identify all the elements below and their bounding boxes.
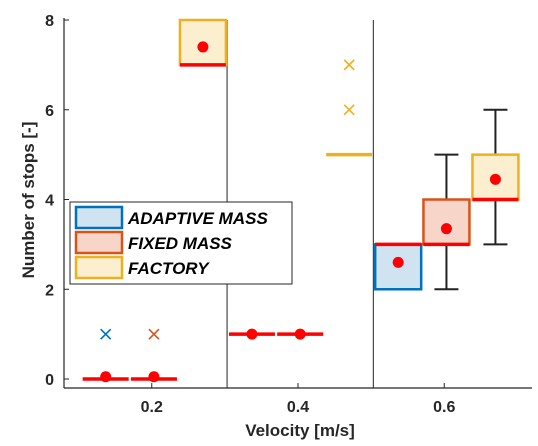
y-tick-label: 0: [45, 372, 54, 389]
box-layer: [82, 18, 520, 383]
legend-swatch: [74, 230, 124, 255]
box-fixed-mass: [422, 153, 471, 291]
x-axis-label: Velocity [m/s]: [245, 421, 355, 440]
x-tick-label: 0.4: [287, 399, 309, 416]
legend: ADAPTIVE MASS FIXED MASS FACTORY: [69, 201, 293, 285]
box-body: [422, 198, 471, 246]
mean-marker: [246, 328, 258, 340]
y-tick-label: 2: [45, 282, 54, 299]
y-tick-label: 8: [45, 13, 54, 30]
legend-swatch: [74, 255, 124, 280]
mean-marker: [440, 223, 452, 235]
box-factory: [326, 59, 373, 157]
legend-label: ADAPTIVE MASS: [127, 209, 268, 228]
x-tick-label: 0.2: [141, 399, 163, 416]
outlier-marker: [100, 328, 112, 340]
box-factory: [178, 18, 228, 67]
x-tick-label: 0.6: [433, 399, 455, 416]
mean-marker: [294, 328, 306, 340]
legend-label: FACTORY: [128, 259, 210, 278]
box-adaptive-mass: [373, 242, 423, 291]
legend-swatch: [74, 205, 124, 230]
y-axis-label: Number of stops [-]: [19, 122, 38, 279]
box-adaptive-mass: [228, 328, 275, 340]
outlier-marker: [343, 59, 355, 71]
mean-marker: [148, 371, 160, 383]
outlier-marker: [148, 328, 160, 340]
box-factory: [471, 108, 520, 246]
y-tick-label: 4: [45, 193, 54, 210]
outlier-marker: [343, 104, 355, 116]
mean-marker: [392, 256, 404, 268]
box-adaptive-mass: [82, 328, 129, 383]
y-tick-label: 6: [45, 103, 54, 120]
legend-label: FIXED MASS: [128, 234, 233, 253]
box-fixed-mass: [130, 328, 177, 383]
box-fixed-mass: [277, 328, 324, 340]
axes-layer: 0 2 4 6 8 0.2 0.4 0.6: [45, 13, 532, 416]
mean-marker: [489, 173, 501, 185]
mean-marker: [197, 41, 209, 53]
mean-marker: [100, 371, 112, 383]
